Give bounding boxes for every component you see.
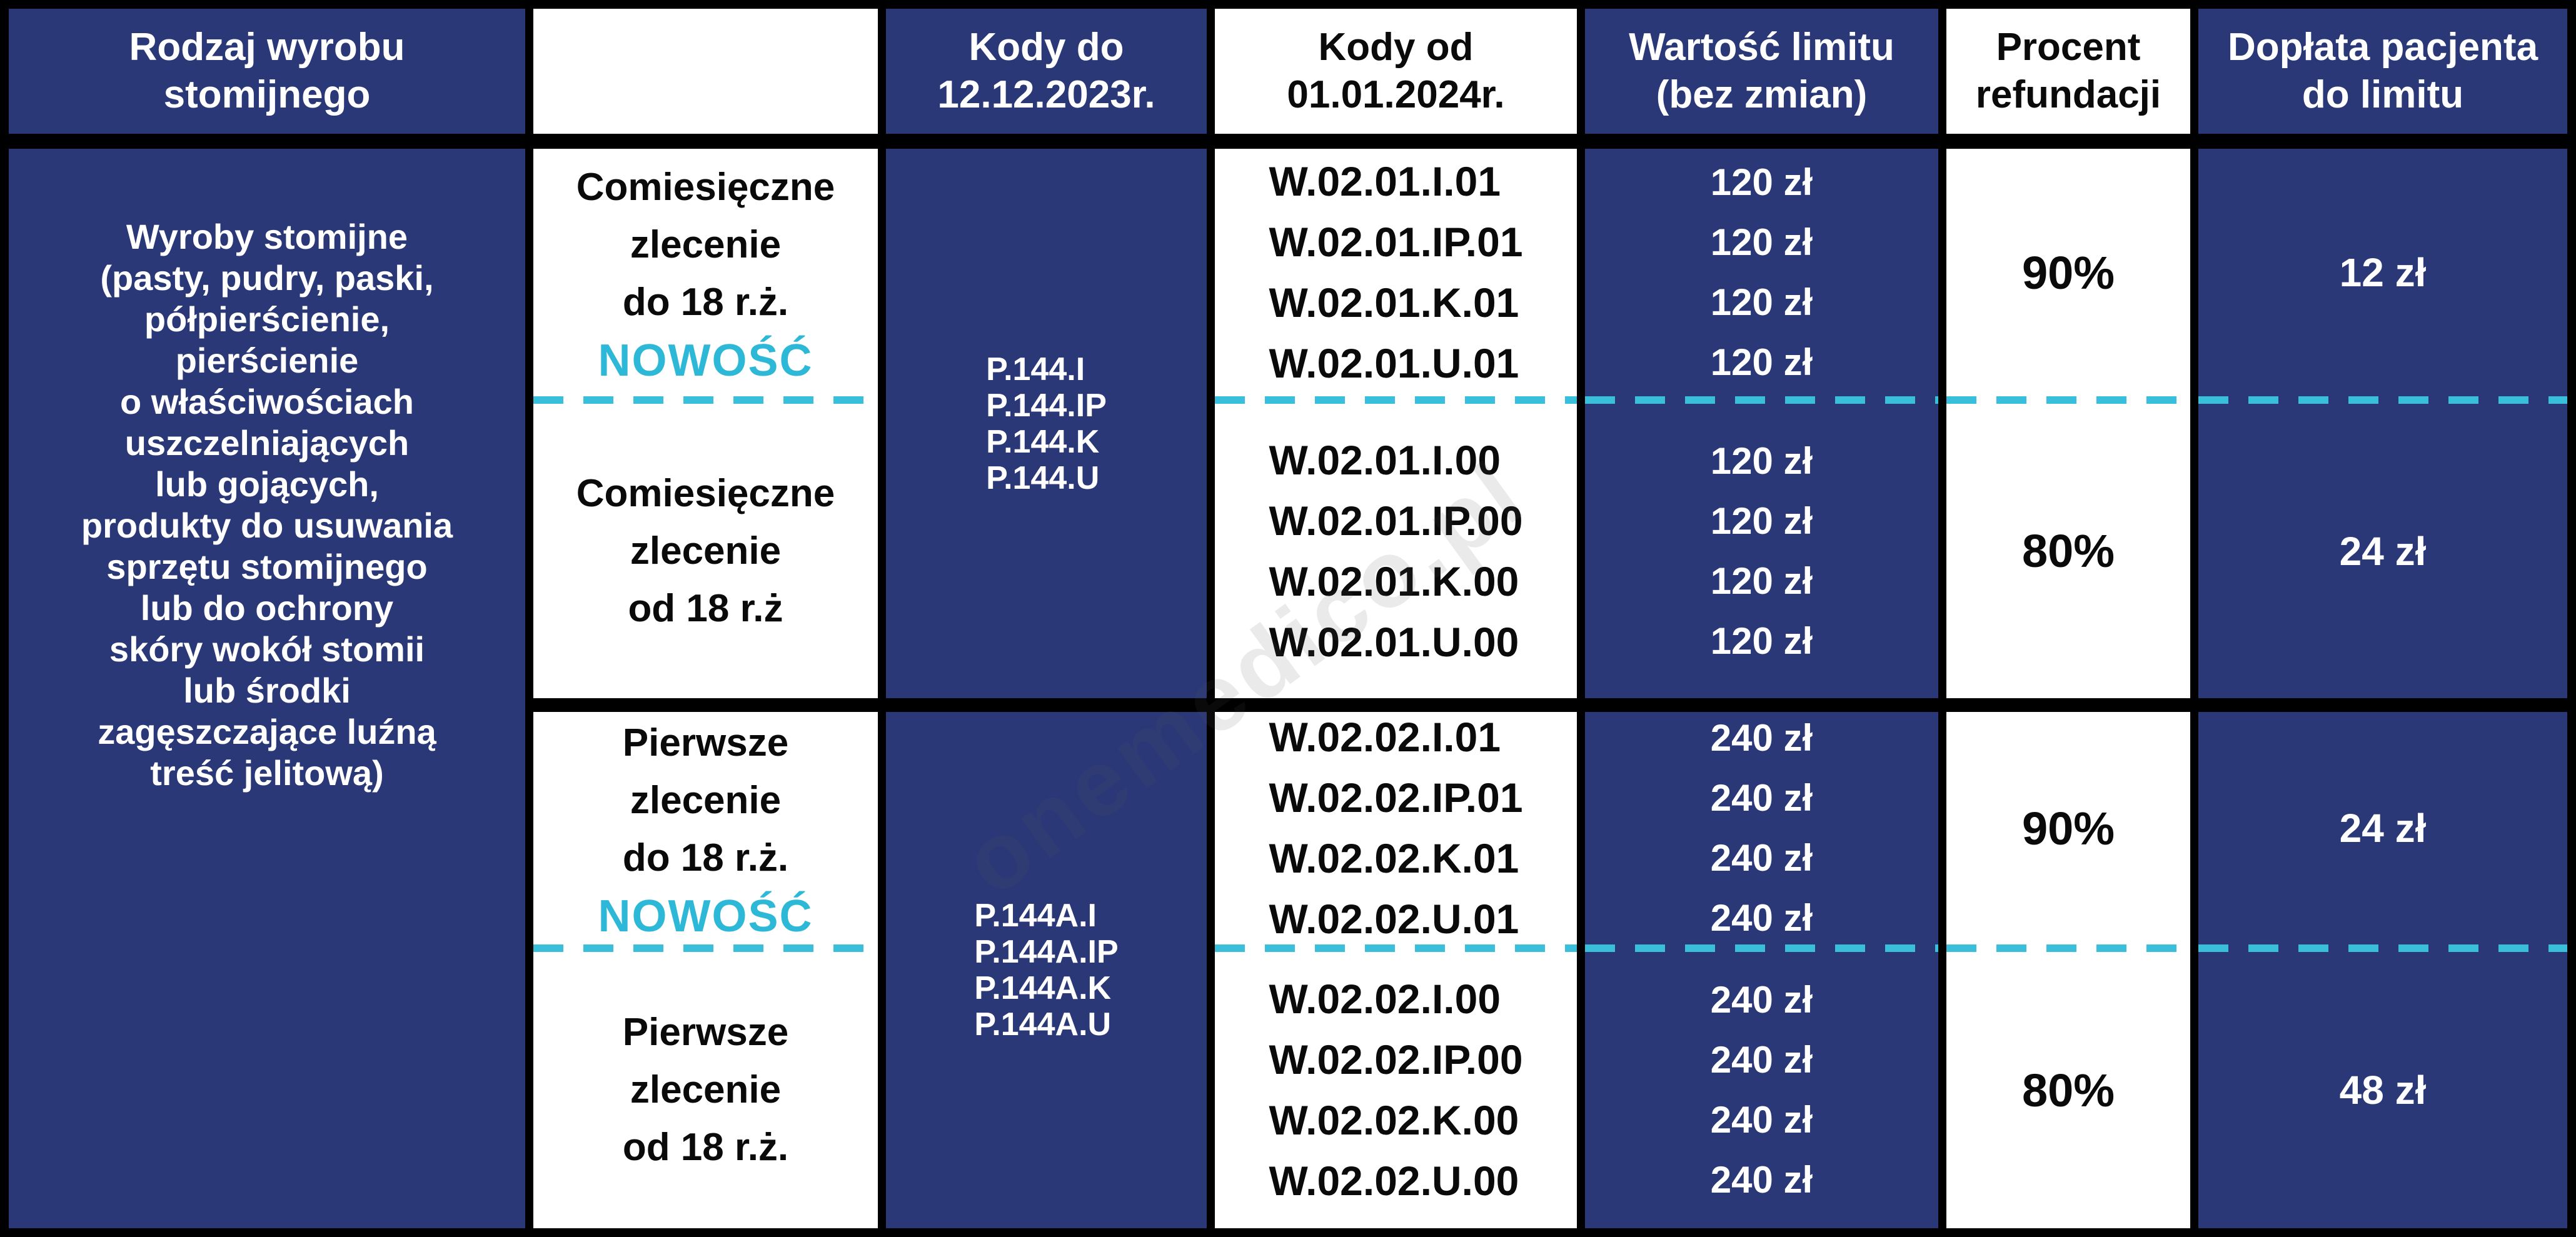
header-limit: Wartość limitu (bez zmian) — [1585, 9, 1938, 134]
header-codes-old-label: Kody do 12.12.2023r. — [937, 26, 1155, 116]
cell-product-type: Wyroby stomijne (pasty, pudry, paski, pó… — [9, 149, 525, 1228]
percent-text: 80% — [2021, 525, 2115, 577]
limit-g1-row1: 120 zł 120 zł 120 zł 120 zł — [1585, 149, 1938, 396]
codes-new-text: W.02.02.I.00 W.02.02.IP.00 W.02.02.K.00 … — [1269, 976, 1523, 1204]
percent-g1-row2: 80% — [1946, 404, 2190, 698]
cell-codes-old-group1: P.144.I P.144.IP P.144.K P.144.U — [886, 149, 1207, 698]
percent-g2-row1: 90% — [1946, 712, 2190, 944]
dashed-divider — [2198, 944, 2567, 952]
product-type-text: Wyroby stomijne (pasty, pudry, paski, pó… — [81, 217, 453, 793]
header-copay-label: Dopłata pacjenta do limitu — [2227, 26, 2538, 116]
copay-text: 12 zł — [2339, 250, 2427, 295]
header-percent: Procent refundacji — [1946, 9, 2190, 134]
nowosc-badge: NOWOŚĆ — [598, 336, 813, 386]
dashed-divider — [1946, 396, 2190, 404]
header-percent-label: Procent refundacji — [1975, 26, 2161, 116]
percent-text: 90% — [2021, 246, 2115, 299]
dashed-divider — [533, 396, 878, 404]
header-limit-label: Wartość limitu (bez zmian) — [1629, 26, 1894, 116]
copay-text: 48 zł — [2339, 1068, 2427, 1113]
cell-copay-group1: 12 zł 24 zł — [2198, 149, 2567, 698]
nowosc-badge: NOWOŚĆ — [598, 891, 813, 942]
codes-new-g2-row1: W.02.02.I.01 W.02.02.IP.01 W.02.02.K.01 … — [1215, 712, 1577, 944]
order-type-g2-row1: Pierwsze zlecenie do 18 r.ż. NOWOŚĆ — [533, 712, 878, 944]
percent-text: 90% — [2021, 802, 2115, 854]
cell-copay-group2: 24 zł 48 zł — [2198, 712, 2567, 1228]
limit-text: 240 zł 240 zł 240 zł 240 zł — [1710, 979, 1813, 1201]
order-type-g2-row2: Pierwsze zlecenie od 18 r.ż. — [533, 952, 878, 1228]
codes-new-g2-row2: W.02.02.I.00 W.02.02.IP.00 W.02.02.K.00 … — [1215, 952, 1577, 1228]
header-product-type: Rodzaj wyrobu stomijnego — [9, 9, 525, 134]
order-type-g1-row2: Comiesięczne zlecenie od 18 r.ż — [533, 404, 878, 698]
codes-new-text: W.02.01.I.00 W.02.01.IP.00 W.02.01.K.00 … — [1269, 436, 1523, 665]
dashed-divider — [2198, 396, 2567, 404]
header-codes-old: Kody do 12.12.2023r. — [886, 9, 1207, 134]
limit-g2-row1: 240 zł 240 zł 240 zł 240 zł — [1585, 712, 1938, 944]
order-type-text: Comiesięczne zlecenie do 18 r.ż. — [576, 166, 835, 324]
codes-new-text: W.02.01.I.01 W.02.01.IP.01 W.02.01.K.01 … — [1269, 158, 1523, 386]
order-type-text: Pierwsze zlecenie do 18 r.ż. — [622, 721, 789, 880]
copay-g1-row1: 12 zł — [2198, 149, 2567, 396]
cell-codes-old-group2: P.144A.I P.144A.IP P.144A.K P.144A.U — [886, 712, 1207, 1228]
limit-text: 120 zł 120 zł 120 zł 120 zł — [1710, 161, 1813, 383]
cell-codes-new-group1: W.02.01.I.01 W.02.01.IP.01 W.02.01.K.01 … — [1215, 149, 1577, 698]
copay-g2-row1: 24 zł — [2198, 712, 2567, 944]
copay-g1-row2: 24 zł — [2198, 404, 2567, 698]
limit-text: 120 zł 120 zł 120 zł 120 zł — [1710, 439, 1813, 662]
copay-g2-row2: 48 zł — [2198, 952, 2567, 1228]
dashed-divider — [1946, 944, 2190, 952]
dashed-divider — [1215, 944, 1577, 952]
header-copay: Dopłata pacjenta do limitu — [2198, 9, 2567, 134]
header-order-type-empty — [533, 9, 878, 134]
cell-percent-group2: 90% 80% — [1946, 712, 2190, 1228]
cell-order-type-group2: Pierwsze zlecenie do 18 r.ż. NOWOŚĆ Pier… — [533, 712, 878, 1228]
copay-text: 24 zł — [2339, 528, 2427, 574]
dashed-divider — [533, 944, 878, 952]
percent-g2-row2: 80% — [1946, 952, 2190, 1228]
order-type-text: Comiesięczne zlecenie od 18 r.ż — [576, 471, 835, 630]
header-codes-new-label: Kody od 01.01.2024r. — [1287, 26, 1505, 116]
codes-new-g1-row2: W.02.01.I.00 W.02.01.IP.00 W.02.01.K.00 … — [1215, 404, 1577, 698]
dashed-divider — [1585, 396, 1938, 404]
dashed-divider — [1585, 944, 1938, 952]
limit-g1-row2: 120 zł 120 zł 120 zł 120 zł — [1585, 404, 1938, 698]
header-codes-new: Kody od 01.01.2024r. — [1215, 9, 1577, 134]
cell-codes-new-group2: W.02.02.I.01 W.02.02.IP.01 W.02.02.K.01 … — [1215, 712, 1577, 1228]
cell-percent-group1: 90% 80% — [1946, 149, 2190, 698]
limit-text: 240 zł 240 zł 240 zł 240 zł — [1710, 717, 1813, 939]
cell-limit-group1: 120 zł 120 zł 120 zł 120 zł 120 zł 120 z… — [1585, 149, 1938, 698]
dashed-divider — [1215, 396, 1577, 404]
percent-text: 80% — [2021, 1064, 2115, 1116]
codes-old-text: P.144.I P.144.IP P.144.K P.144.U — [986, 351, 1107, 496]
header-product-type-label: Rodzaj wyrobu stomijnego — [129, 26, 405, 116]
limit-g2-row2: 240 zł 240 zł 240 zł 240 zł — [1585, 952, 1938, 1228]
copay-text: 24 zł — [2339, 806, 2427, 851]
cell-limit-group2: 240 zł 240 zł 240 zł 240 zł 240 zł 240 z… — [1585, 712, 1938, 1228]
cell-order-type-group1: Comiesięczne zlecenie do 18 r.ż. NOWOŚĆ … — [533, 149, 878, 698]
codes-new-text: W.02.02.I.01 W.02.02.IP.01 W.02.02.K.01 … — [1269, 714, 1523, 942]
percent-g1-row1: 90% — [1946, 149, 2190, 396]
order-type-text: Pierwsze zlecenie od 18 r.ż. — [622, 1011, 789, 1169]
codes-new-g1-row1: W.02.01.I.01 W.02.01.IP.01 W.02.01.K.01 … — [1215, 149, 1577, 396]
codes-old-text: P.144A.I P.144A.IP P.144A.K P.144A.U — [974, 898, 1119, 1043]
order-type-g1-row1: Comiesięczne zlecenie do 18 r.ż. NOWOŚĆ — [533, 149, 878, 396]
